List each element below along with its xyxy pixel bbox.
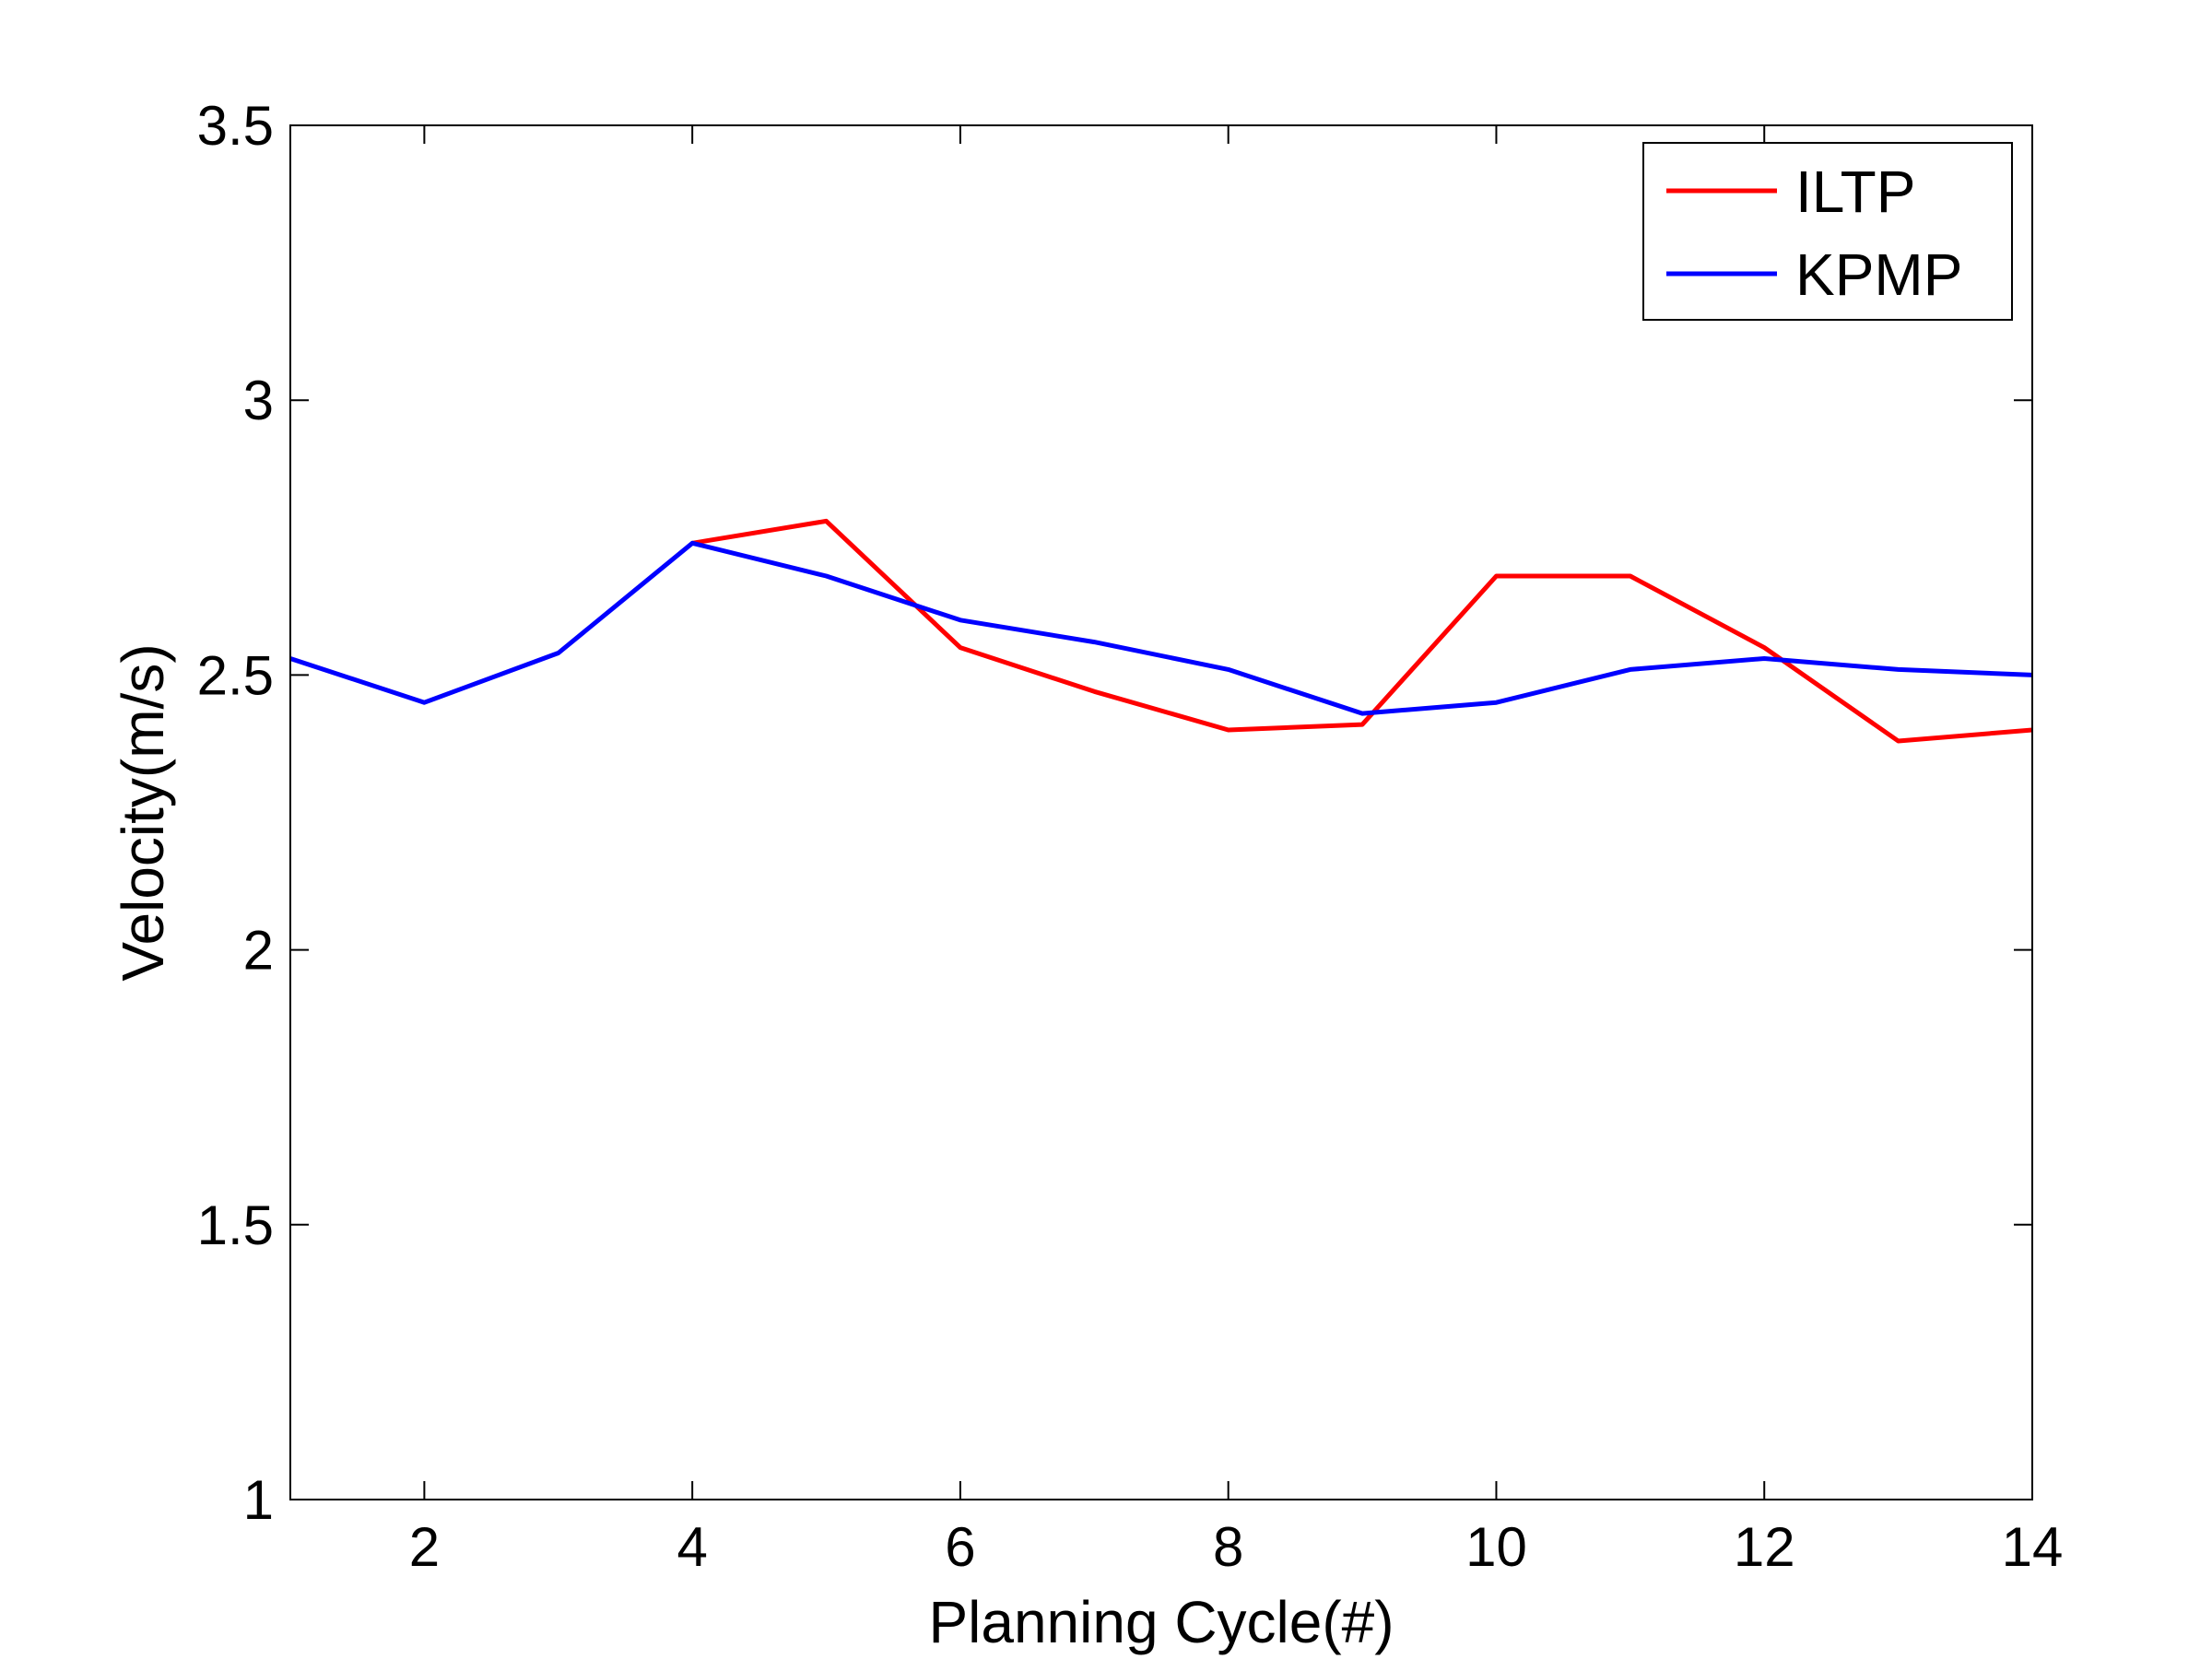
x-tick-label: 14 (2002, 1516, 2064, 1578)
x-tick-label: 2 (409, 1516, 440, 1578)
legend-label-kpmp: KPMP (1795, 241, 1962, 308)
y-tick-label: 1 (243, 1469, 274, 1531)
plot-area (290, 125, 2032, 1500)
x-tick-label: 8 (1213, 1516, 1243, 1578)
series-line-kpmp (289, 540, 2033, 716)
x-axis-label: Planning Cycle(#) (928, 1589, 1394, 1655)
x-tick-label: 12 (1734, 1516, 1795, 1578)
x-tick-label: 4 (677, 1516, 707, 1578)
y-tick-label: 2 (243, 920, 274, 982)
legend-box (1642, 142, 2013, 321)
axes-frame (289, 124, 2033, 1500)
y-tick-label: 2.5 (197, 644, 274, 706)
y-tick-label: 3.5 (197, 95, 274, 157)
y-axis-label: Velocity(m/s) (110, 643, 176, 981)
series-layer (289, 518, 2033, 744)
tick-labels: 2 4 6 8 10 12 14 1 1.5 2 2.5 3 3.5 (197, 95, 2064, 1578)
legend: ILTP KPMP (1642, 142, 2013, 321)
y-tick-label: 1.5 (197, 1194, 274, 1256)
legend-label-iltp: ILTP (1795, 159, 1915, 225)
x-tick-label: 6 (945, 1516, 975, 1578)
y-tick-label: 3 (243, 370, 274, 431)
axes-box (289, 124, 2033, 1500)
plot-area-background (290, 125, 2032, 1500)
x-tick-label: 10 (1465, 1516, 1527, 1578)
